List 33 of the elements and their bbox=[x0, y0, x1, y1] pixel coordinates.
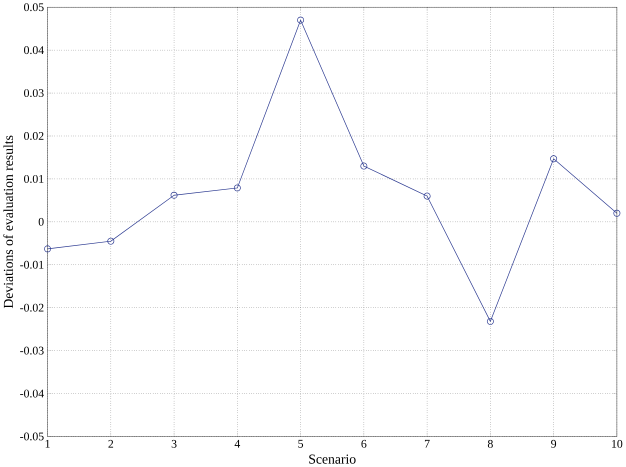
x-tick-label: 1 bbox=[46, 440, 50, 448]
point bbox=[297, 16, 304, 24]
y-tick-label: 0.02 bbox=[24, 132, 44, 140]
y-tick-label: -0.01 bbox=[20, 260, 44, 269]
y-tick-label: 0.03 bbox=[24, 89, 44, 98]
y-tick-label: 0 bbox=[38, 218, 44, 226]
x-tick-label: 9 bbox=[551, 440, 556, 448]
y-tick-label: -0.03 bbox=[20, 346, 44, 355]
y-axis-title: Deviations of evaluation results bbox=[3, 136, 14, 308]
y-tick-label: -0.02 bbox=[20, 304, 44, 312]
x-tick-label: 7 bbox=[424, 440, 430, 448]
point bbox=[107, 238, 114, 245]
y-tick-label: -0.05 bbox=[20, 432, 44, 440]
x-tick-label: 10 bbox=[612, 440, 622, 448]
y-tick-label: 0.05 bbox=[24, 3, 44, 12]
x-tick-label: 6 bbox=[361, 440, 366, 448]
x-tick-label: 5 bbox=[298, 440, 304, 448]
point bbox=[613, 210, 620, 217]
x-tick-label: 8 bbox=[488, 440, 493, 448]
point bbox=[424, 192, 431, 200]
point bbox=[360, 162, 368, 170]
y-tick-label: 0.04 bbox=[24, 46, 44, 54]
point bbox=[550, 155, 558, 162]
x-axis-title: Scenario bbox=[309, 454, 356, 464]
point bbox=[170, 192, 178, 199]
x-tick-label: 4 bbox=[234, 440, 240, 448]
y-tick-label: -0.04 bbox=[20, 390, 44, 398]
x-tick-label: 3 bbox=[172, 440, 177, 448]
point bbox=[234, 184, 241, 192]
x-tick-label: 2 bbox=[108, 440, 114, 448]
point bbox=[44, 245, 52, 252]
y-tick-label: 0.01 bbox=[24, 174, 44, 183]
point bbox=[486, 318, 494, 325]
